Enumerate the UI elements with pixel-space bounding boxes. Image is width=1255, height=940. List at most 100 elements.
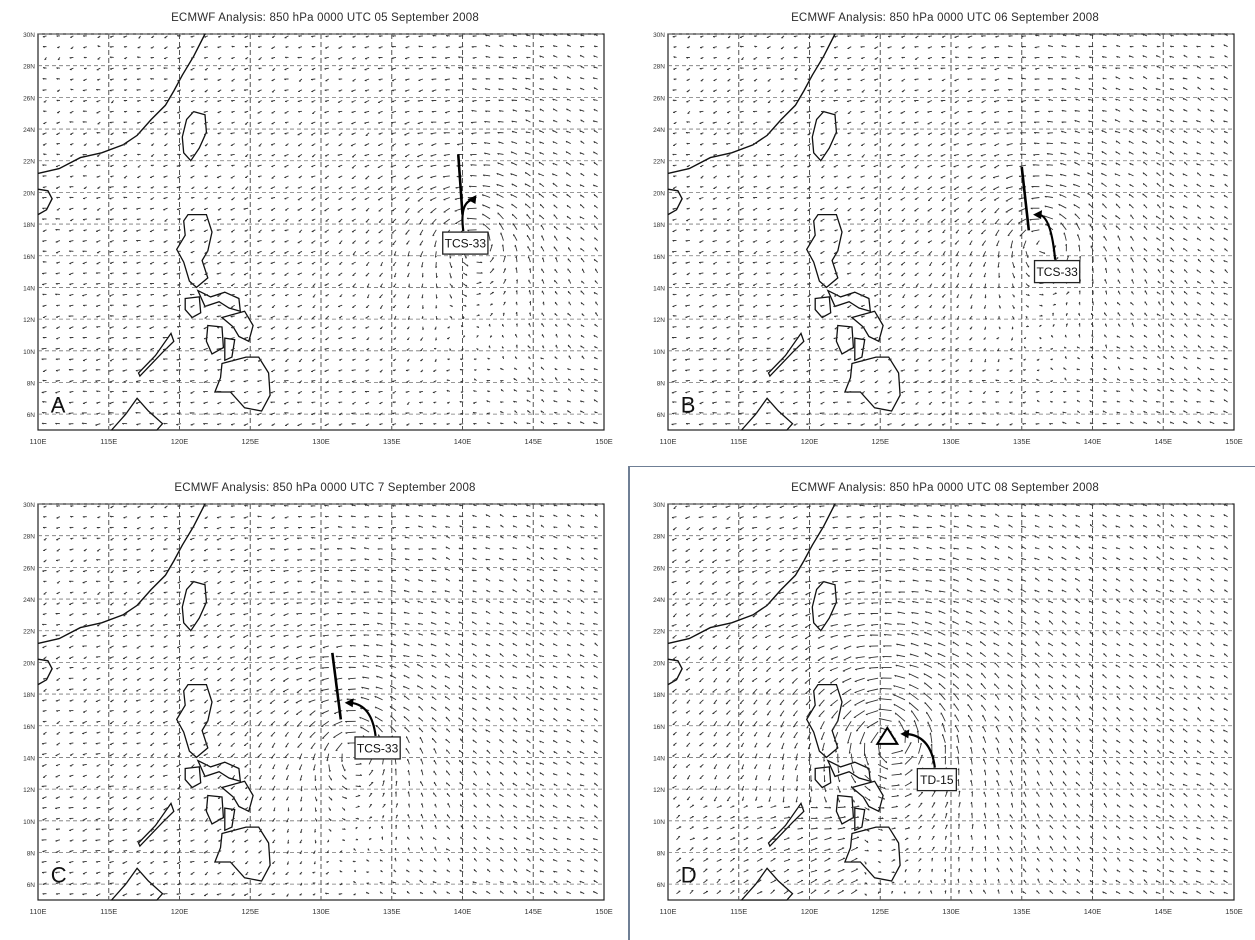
latitude-tick-label: 8N [657,380,666,387]
wind-vector-head [927,58,930,60]
wind-vector-head [298,111,300,113]
wind-vector-head [176,402,179,404]
wind-vector-head [928,275,931,277]
wind-vector-head [524,203,527,206]
wind-vector-head [874,391,877,393]
wind-vector-head [471,109,474,112]
wind-vector-head [149,380,152,382]
wind-vector-head [594,411,596,414]
wind-vector [443,218,451,224]
wind-vector-head [712,208,715,210]
wind-vector-head [699,219,702,221]
wind-vector-head [510,173,513,176]
wind-vector-head [780,122,783,124]
wind-vector-head [404,67,407,70]
wind-vector-head [512,57,515,59]
wind-vector-head [482,223,485,226]
wind-vector-head [109,111,112,113]
wind-vector-head [567,65,569,68]
wind-vector [499,222,504,231]
wind-vector [927,207,933,212]
longitude-tick-label: 120E [801,437,819,446]
wind-vector-head [163,402,166,404]
wind-vector-head [83,100,86,103]
wind-vector-head [538,193,540,196]
wind-vector-head [498,88,501,91]
wind-vector-head [467,208,469,210]
wind-vector-head [430,121,433,124]
wind-vector-head [419,423,422,425]
wind-vector-head [686,208,689,210]
wind-vector-head [552,98,555,101]
wind-vector-head [687,112,690,114]
wind-vector-head [699,99,702,102]
wind-vector-head [257,315,260,318]
wind-vector-head [500,422,502,425]
wind-vector-head [539,34,541,36]
wind-vector-head [860,132,863,135]
wind-vector-head [56,35,59,38]
wind-vector-head [819,380,822,382]
wind-vector-head [593,66,596,69]
wind-vector-head [725,390,728,393]
wind-vector-head [457,111,460,113]
wind-vector-head [513,421,516,424]
wind-vector-head [68,241,71,243]
wind-vector-head [983,265,986,267]
wind-vector [484,152,491,155]
wind-vector-head [712,402,715,404]
wind-vector-head [834,57,837,59]
wind-vector-head [42,207,45,210]
wind-vector-head [109,122,112,124]
wind-vector-head [136,326,139,329]
wind-vector-head [283,380,286,382]
wind-vector-head [405,233,408,235]
annotation-label-box [442,231,489,255]
wind-vector [967,229,973,234]
wind-vector-head [135,337,138,339]
wind-vector-head [351,67,354,70]
wind-vector-head [41,422,44,425]
wind-vector-head [109,90,112,92]
wind-vector-head [498,56,501,59]
wind-vector-head [190,78,193,81]
wind-vector-head [431,78,434,81]
longitude-tick-label: 130E [312,437,330,446]
wind-vector-head [698,391,701,393]
wind-vector-head [485,34,488,37]
wind-vector [417,207,424,213]
wind-vector-head [465,284,468,287]
wind-vector-head [56,67,59,70]
wind-vector-head [42,261,45,264]
wind-vector-head [806,401,809,404]
wind-vector-head [489,335,493,337]
wind-vector-head [484,121,487,123]
wind-vector [511,203,518,209]
wind-vector-head [418,68,421,70]
wind-vector-head [351,423,354,425]
wind-vector-head [446,379,449,382]
wind-vector-head [436,296,438,299]
wind-vector-head [380,307,382,309]
longitude-tick-label: 110E [660,437,677,446]
longitude-tick-label: 135E [1013,437,1031,446]
wind-vector-head [779,413,782,415]
wind-vector-head [430,177,433,179]
wind-vector [540,224,545,231]
wind-vector-head [713,348,716,350]
wind-vector-head [163,422,166,425]
wind-vector [510,193,518,198]
wind-vector-head [474,369,476,372]
wind-vector-head [970,307,973,310]
wind-vector-head [55,229,58,231]
wind-vector-head [513,400,515,403]
wind-vector-head [311,380,314,383]
wind-vector-head [981,89,984,91]
wind-vector-head [579,46,582,48]
wind-vector-head [445,46,448,49]
wind-vector-head [203,78,206,81]
wind-vector [419,229,424,236]
wind-vector-head [466,217,469,220]
wind-vector-head [553,390,556,393]
wind-vector-head [484,132,487,135]
